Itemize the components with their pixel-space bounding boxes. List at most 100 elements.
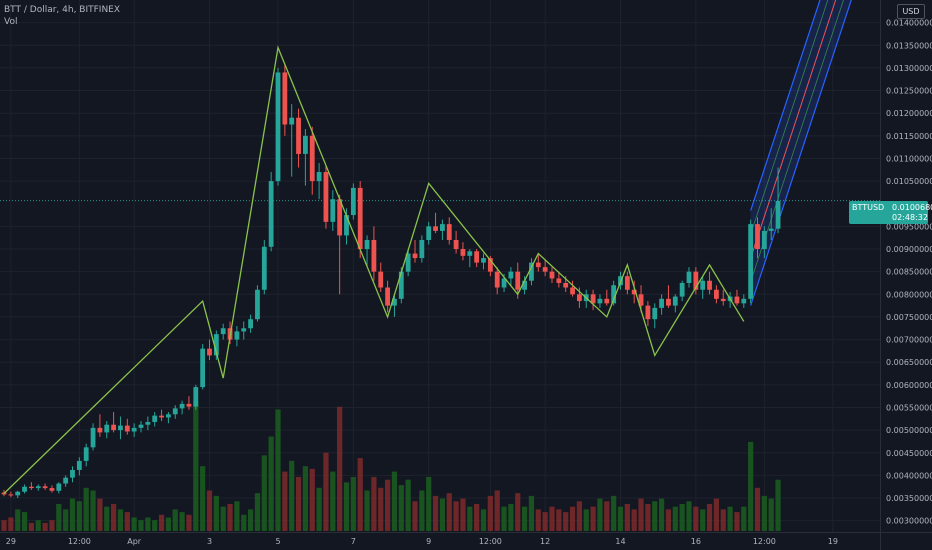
volume-bar: [337, 406, 343, 531]
volume-bar: [76, 501, 82, 531]
volume-bar: [631, 509, 637, 531]
channel-upper-line: [750, 0, 821, 211]
volume-bar: [624, 504, 630, 531]
volume-bar: [213, 495, 219, 531]
volume-bar: [378, 487, 384, 531]
candle-body: [659, 298, 664, 308]
volume-bar: [542, 512, 548, 531]
y-tick-label: 0.00450000: [886, 449, 932, 458]
volume-bar: [569, 506, 576, 531]
volume-bar: [665, 509, 672, 531]
candle-body: [131, 427, 137, 432]
candle-body: [481, 258, 486, 263]
y-tick-label: 0.01400000: [886, 19, 932, 28]
volume-bar: [700, 509, 706, 531]
candle-body: [357, 187, 363, 250]
currency-badge[interactable]: USD: [897, 4, 925, 19]
volume-bar: [693, 506, 699, 531]
candle-body: [282, 72, 288, 125]
y-tick-label: 0.00850000: [886, 268, 932, 277]
candle-body: [330, 199, 336, 222]
candle-body: [741, 298, 747, 304]
price-tag-symbol: BTTUSD: [852, 203, 885, 212]
candle-body: [22, 486, 27, 492]
x-tick-label: Apr: [127, 537, 142, 546]
candle-body: [255, 289, 260, 320]
volume-bar: [261, 455, 267, 531]
x-tick-label: 19: [828, 537, 838, 546]
volume-bar: [549, 506, 555, 531]
candle-body: [652, 307, 658, 320]
x-tick-label: 9: [426, 537, 431, 546]
candle-body: [70, 469, 75, 478]
volume-bar: [775, 479, 781, 531]
volume-bar: [165, 517, 171, 531]
volume-bar: [672, 506, 678, 531]
candle-body: [549, 271, 555, 279]
candle-body: [645, 305, 651, 320]
y-tick-label: 0.01350000: [886, 41, 932, 50]
y-tick-label: 0.00800000: [886, 290, 932, 299]
volume-bar: [275, 409, 281, 531]
volume-bar: [186, 514, 192, 531]
volume-bar: [535, 509, 541, 531]
candle-body: [213, 334, 219, 356]
volume-bar: [679, 504, 685, 531]
y-tick-label: 0.01050000: [886, 177, 932, 186]
candle-body: [426, 226, 432, 240]
volume-bar: [15, 509, 21, 531]
volume-bar: [522, 506, 528, 531]
volume-bar: [597, 498, 603, 531]
volume-bar: [391, 471, 398, 531]
volume-bar: [1, 520, 7, 531]
candle-body: [268, 181, 274, 247]
channel-mid-line: [750, 0, 837, 259]
candle-body: [755, 224, 760, 250]
candle-body: [124, 425, 130, 432]
volume-bar: [117, 509, 124, 531]
price-tag-countdown: 02:48:32: [892, 213, 928, 222]
candle-body: [29, 486, 34, 489]
volume-bar: [56, 504, 62, 531]
volume-bar: [727, 506, 733, 531]
volume-bar: [460, 498, 466, 531]
volume-bar: [220, 506, 226, 531]
candle-body: [152, 415, 158, 422]
y-tick-label: 0.01150000: [886, 132, 932, 141]
candle-body: [248, 319, 253, 329]
y-tick-label: 0.00750000: [886, 313, 932, 322]
candle-body: [172, 408, 178, 415]
candle-body: [83, 447, 89, 461]
volume-bar: [234, 501, 240, 531]
volume-bar: [227, 504, 233, 531]
candle-body: [309, 135, 315, 182]
candle-body: [63, 477, 69, 484]
candle-body: [76, 460, 82, 470]
volume-bar: [720, 509, 726, 531]
candle-body: [104, 424, 110, 433]
candle-body: [714, 289, 719, 299]
volume-bar: [357, 458, 363, 531]
candle-body: [220, 328, 226, 335]
volume-bar: [35, 520, 41, 531]
candle-body: [508, 271, 514, 279]
y-tick-label: 0.00300000: [886, 517, 932, 526]
candle-body: [700, 280, 706, 290]
candle-body: [440, 224, 445, 231]
volume-bar: [453, 501, 459, 531]
volume-bar: [172, 509, 178, 531]
volume-bar: [754, 487, 761, 531]
candle-body: [707, 280, 712, 290]
y-tick-label: 0.00600000: [886, 381, 932, 390]
volume-bar: [343, 482, 350, 531]
y-tick-label: 0.00550000: [886, 403, 932, 412]
volume-bar: [432, 495, 439, 531]
x-tick-label: 12:00: [479, 537, 502, 546]
volume-bar: [768, 498, 774, 531]
volume-bar: [405, 479, 411, 531]
y-tick-label: 0.00350000: [886, 494, 932, 503]
volume-bar: [316, 487, 322, 531]
candle-body: [193, 387, 199, 407]
